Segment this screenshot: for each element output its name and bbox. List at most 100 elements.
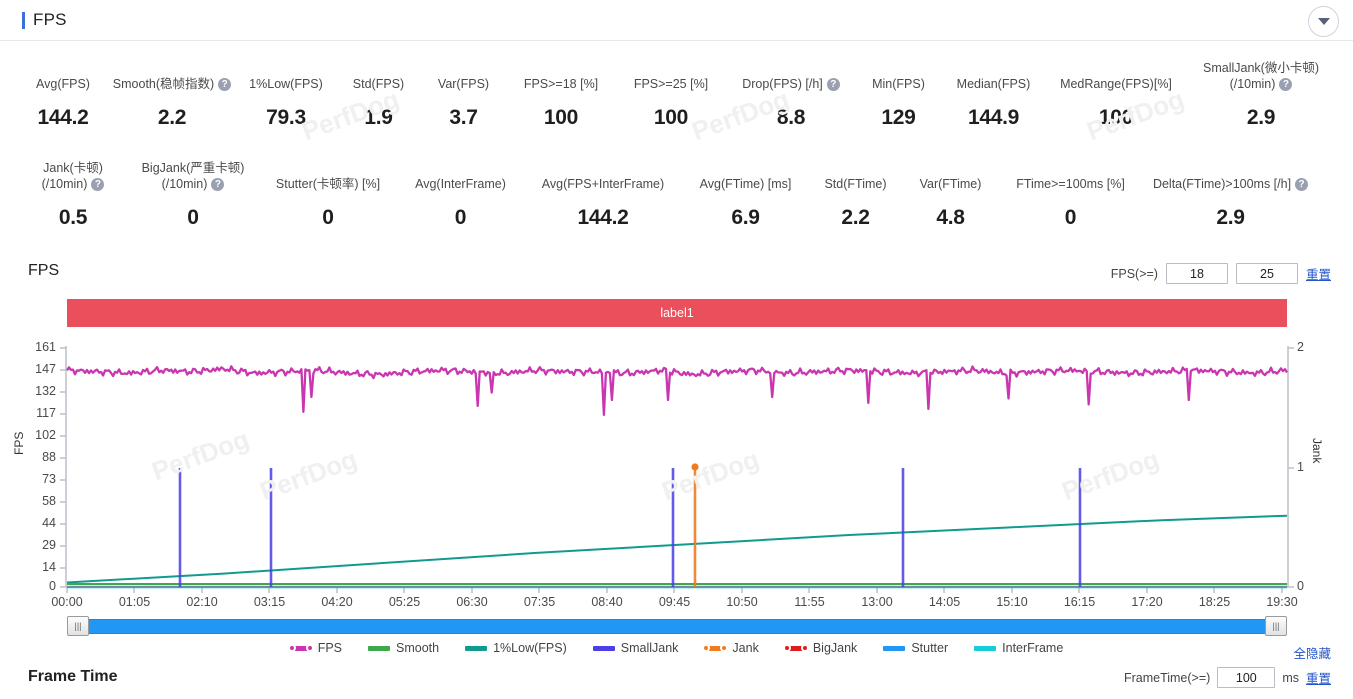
metric-label-text: FPS>=25 [%] — [633, 77, 709, 91]
x-tick-label: 09:45 — [658, 595, 691, 609]
metric-label: Std(FTime) — [824, 176, 886, 192]
legend-color-swatch — [368, 645, 391, 651]
metric-avg-interframe-: Avg(InterFrame) 0 — [398, 176, 523, 230]
legend-color-swatch — [974, 645, 997, 651]
legend-item-bigjank[interactable]: BigJank — [782, 641, 857, 655]
x-tick-label: 16:15 — [1063, 595, 1096, 609]
x-tick-label: 04:20 — [321, 595, 353, 609]
metric-std-fps-: Std(FPS) 1.9 — [336, 76, 421, 130]
y-tick-label: 14 — [42, 560, 56, 574]
metric-label: Min(FPS) — [872, 76, 925, 92]
collapse-section-button[interactable] — [1308, 6, 1339, 37]
metric-smooth-: Smooth(稳帧指数)? 2.2 — [108, 76, 236, 130]
metric-label-text: Var(FPS) — [437, 77, 490, 91]
page-header: FPS — [0, 0, 1353, 41]
x-tick-label: 13:00 — [861, 595, 893, 609]
y2-tick-label: 0 — [1297, 579, 1304, 593]
fps-threshold-input-2[interactable]: 25 — [1235, 263, 1298, 284]
metric-label-text: Delta(FTime)>100ms [/h] — [1152, 177, 1292, 191]
legend-item-interframe[interactable]: InterFrame — [974, 641, 1063, 655]
metric-label-text: Std(FPS) — [352, 77, 405, 91]
help-icon[interactable]: ? — [218, 77, 232, 91]
fps-threshold-input-1[interactable]: 18 — [1165, 263, 1228, 284]
help-icon[interactable]: ? — [1295, 177, 1309, 191]
metric-label-text: Var(FTime) — [919, 177, 982, 191]
x-tick-label: 15:10 — [996, 595, 1028, 609]
x-tick-label: 01:05 — [118, 595, 151, 609]
chart-legend: FPS Smooth 1%Low(FPS) SmallJank Jank BigJank S… — [0, 641, 1353, 655]
metric-var-ftime-: Var(FTime) 4.8 — [903, 176, 998, 230]
y2-tick-label: 2 — [1297, 340, 1304, 354]
metric-label-text: Min(FPS) — [872, 77, 925, 91]
metric-value: 4.8 — [936, 206, 965, 229]
y-tick-label: 147 — [35, 362, 56, 376]
metric-value: 144.2 — [37, 106, 89, 129]
metric-label-text: Stutter(卡顿率) [%] — [275, 177, 381, 191]
metric-label-line1: BigJank(严重卡顿) — [141, 161, 245, 175]
metric-label-text: FPS>=18 [%] — [523, 77, 599, 91]
metric-drop-fps-h-: Drop(FPS) [/h]? 8.8 — [726, 76, 856, 130]
x-tick-label: 19:30 — [1266, 595, 1298, 609]
metric-label-text: 1%Low(FPS) — [249, 77, 323, 91]
metric-value: 3.7 — [449, 106, 478, 129]
legend-color-swatch — [465, 645, 488, 651]
metric-value: 129 — [881, 106, 916, 129]
legend-item-jank[interactable]: Jank — [702, 641, 759, 655]
metric-fps-25-%-: FPS>=25 [%] 100 — [616, 76, 726, 130]
metrics-row-2: Jank(卡顿) (/10min)? 0.5 BigJank(严重卡顿) (/10min… — [0, 160, 1353, 230]
metric-value: 2.9 — [1216, 206, 1245, 229]
hide-all-link[interactable]: 全隐藏 — [1293, 647, 1331, 661]
metric-label-line2: (/10min)? — [18, 176, 128, 192]
range-track[interactable] — [67, 619, 1287, 634]
metric-label: BigJank(严重卡顿) (/10min)? — [128, 160, 258, 192]
metric-label: FPS>=18 [%] — [524, 76, 598, 92]
metric-smalljank-: SmallJank(微小卡顿) (/10min)? 2.9 — [1186, 60, 1336, 130]
help-icon[interactable]: ? — [211, 177, 225, 191]
metric-min-fps-: Min(FPS) 129 — [856, 76, 941, 130]
y-tick-label: 88 — [42, 450, 56, 464]
page-title-text: FPS — [33, 10, 67, 29]
metric-label-text: Avg(FPS) — [36, 77, 90, 91]
title-accent-bar — [22, 11, 25, 29]
metric-label-text: Avg(FPS+InterFrame) — [541, 177, 665, 191]
legend-label: Stutter — [911, 641, 949, 655]
metric-label-text: MedRange(FPS)[%] — [1060, 77, 1172, 91]
metric-ftime-100ms-%-: FTime>=100ms [%] 0 — [998, 176, 1143, 230]
fps-chart-plot[interactable]: PerfDog PerfDog PerfDog PerfDog — [0, 335, 1353, 605]
chart-range-scrollbar[interactable]: ||| ||| — [67, 616, 1287, 636]
y-tick-label: 132 — [35, 384, 56, 398]
legend-label: InterFrame — [1002, 641, 1064, 655]
metric-label: Median(FPS) — [957, 76, 1031, 92]
legend-label: 1%Low(FPS) — [493, 641, 567, 655]
frame-time-reset-link[interactable]: 重置 — [1305, 672, 1331, 686]
metric-label: Std(FPS) — [353, 76, 404, 92]
metric-value: 0 — [1064, 206, 1077, 229]
range-handle-left[interactable]: ||| — [67, 616, 89, 636]
help-icon[interactable]: ? — [826, 77, 840, 91]
metric-label-text: Std(FTime) — [824, 177, 887, 191]
metric-label-text: Avg(InterFrame) — [415, 177, 506, 191]
metric-label: MedRange(FPS)[%] — [1060, 76, 1172, 92]
legend-item-stutter[interactable]: Stutter — [883, 641, 948, 655]
x-tick-label: 08:40 — [591, 595, 623, 609]
legend-item-smooth[interactable]: Smooth — [368, 641, 439, 655]
frame-time-threshold-controls: FrameTime(>=) 100 ms 重置 — [1124, 667, 1331, 688]
fps-threshold-label: FPS(>=) — [1110, 266, 1158, 281]
y-axis-title-right: Jank — [1310, 438, 1324, 464]
metric-value: 144.9 — [967, 106, 1020, 129]
chevron-down-icon — [1317, 18, 1330, 25]
chart-label-banner[interactable]: label1 — [67, 299, 1287, 327]
legend-label: SmallJank — [620, 641, 679, 655]
frame-time-threshold-input[interactable]: 100 — [1217, 667, 1276, 688]
legend-item-fps[interactable]: FPS — [287, 641, 342, 655]
help-icon[interactable]: ? — [1279, 77, 1293, 91]
x-tick-label: 07:35 — [523, 595, 556, 609]
legend-item-smalljank[interactable]: SmallJank — [592, 641, 679, 655]
metric-value: 0 — [322, 206, 334, 229]
frame-time-unit: ms — [1282, 670, 1299, 685]
x-tick-label: 10:50 — [726, 595, 758, 609]
range-handle-right[interactable]: ||| — [1265, 616, 1287, 636]
legend-item-1%low-fps-[interactable]: 1%Low(FPS) — [465, 641, 567, 655]
help-icon[interactable]: ? — [91, 177, 105, 191]
fps-reset-link[interactable]: 重置 — [1305, 268, 1331, 282]
